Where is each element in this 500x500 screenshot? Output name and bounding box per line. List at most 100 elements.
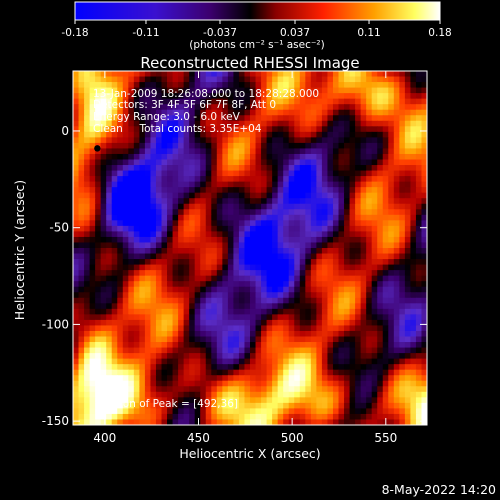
heatmap-cell <box>366 397 373 404</box>
heatmap-cell <box>366 369 373 376</box>
heatmap-cell <box>84 187 91 194</box>
heatmap-cell <box>106 115 113 122</box>
heatmap-cell <box>194 181 201 188</box>
heatmap-cell <box>238 264 246 271</box>
heatmap-cell <box>144 187 152 194</box>
heatmap-cell <box>283 242 290 249</box>
heatmap-cell <box>310 148 317 155</box>
heatmap-cell <box>155 153 163 161</box>
heatmap-cell <box>371 120 378 127</box>
heatmap-cell <box>178 319 185 327</box>
heatmap-cell <box>222 93 229 100</box>
heatmap-cell <box>89 292 96 299</box>
heatmap-cell <box>250 286 257 293</box>
heatmap-cell <box>167 137 174 144</box>
heatmap-cell <box>117 109 124 116</box>
heatmap-cell <box>344 181 351 188</box>
heatmap-cell <box>321 270 329 277</box>
heatmap-cell <box>294 275 301 282</box>
heatmap-cell <box>222 220 229 227</box>
heatmap-cell <box>299 375 306 382</box>
heatmap-cell <box>321 214 329 221</box>
heatmap-cell <box>117 220 124 227</box>
heatmap-cell <box>283 369 290 376</box>
heatmap-cell <box>73 402 80 410</box>
heatmap-cell <box>371 236 378 244</box>
heatmap-cell <box>122 93 129 100</box>
heatmap-cell <box>95 259 102 266</box>
heatmap-cell <box>255 104 262 111</box>
heatmap-cell <box>310 176 317 183</box>
heatmap-cell <box>355 181 362 188</box>
heatmap-cell <box>216 308 223 315</box>
heatmap-cell <box>117 159 124 166</box>
heatmap-cell <box>216 82 223 89</box>
heatmap-cell <box>283 220 290 227</box>
heatmap-cell <box>89 115 96 122</box>
heatmap-cell <box>255 308 262 315</box>
heatmap-cell <box>117 131 124 138</box>
heatmap-cell <box>111 236 118 244</box>
heatmap-cell <box>128 408 135 415</box>
heatmap-cell <box>216 358 223 365</box>
heatmap-cell <box>288 413 295 421</box>
heatmap-cell <box>355 104 362 111</box>
heatmap-cell <box>299 98 306 105</box>
heatmap-cell <box>183 358 190 365</box>
heatmap-cell <box>266 187 273 194</box>
heatmap-cell <box>238 319 246 327</box>
heatmap-cell <box>139 176 146 183</box>
heatmap-cell <box>421 386 427 393</box>
heatmap-cell <box>421 314 427 321</box>
heatmap-cell <box>189 319 196 327</box>
heatmap-cell <box>393 375 400 382</box>
heatmap-cell <box>355 413 362 421</box>
heatmap-cell <box>205 225 212 233</box>
heatmap-cell <box>167 286 174 293</box>
heatmap-cell <box>161 115 168 122</box>
heatmap-cell <box>205 159 212 166</box>
heatmap-cell <box>139 153 146 161</box>
heatmap-cell <box>133 397 140 404</box>
heatmap-cell <box>78 369 85 376</box>
heatmap-cell <box>288 131 295 138</box>
heatmap-cell <box>144 131 152 138</box>
heatmap-cell <box>144 137 152 144</box>
heatmap-cell <box>399 137 406 144</box>
heatmap-cell <box>233 220 240 227</box>
heatmap-cell <box>327 259 334 266</box>
heatmap-cell <box>194 120 201 127</box>
heatmap-cell <box>349 115 356 122</box>
heatmap-cell <box>222 198 229 205</box>
heatmap-cell <box>393 303 400 310</box>
heatmap-cell <box>144 82 152 89</box>
heatmap-cell <box>100 165 107 172</box>
heatmap-cell <box>122 137 129 144</box>
heatmap-cell <box>106 142 113 150</box>
heatmap-cell <box>211 319 218 327</box>
heatmap-cell <box>382 303 389 310</box>
heatmap-cell <box>100 308 107 315</box>
heatmap-cell <box>266 358 273 365</box>
heatmap-cell <box>144 165 152 172</box>
heatmap-cell <box>200 303 207 310</box>
heatmap-cell <box>415 198 423 205</box>
heatmap-cell <box>84 87 91 94</box>
heatmap-cell <box>371 220 378 227</box>
heatmap-cell <box>310 408 317 415</box>
heatmap-cell <box>244 192 251 199</box>
heatmap-cell <box>133 347 140 354</box>
heatmap-cell <box>238 391 246 398</box>
heatmap-cell <box>172 292 179 299</box>
heatmap-cell <box>299 87 306 94</box>
heatmap-cell <box>222 192 229 199</box>
heatmap-cell <box>139 165 146 172</box>
heatmap-cell <box>167 270 174 277</box>
heatmap-cell <box>200 120 207 127</box>
heatmap-cell <box>415 259 423 266</box>
heatmap-cell <box>111 153 118 161</box>
heatmap-cell <box>310 369 317 376</box>
heatmap-cell <box>310 264 317 271</box>
heatmap-cell <box>388 375 395 382</box>
heatmap-cell <box>155 98 163 105</box>
